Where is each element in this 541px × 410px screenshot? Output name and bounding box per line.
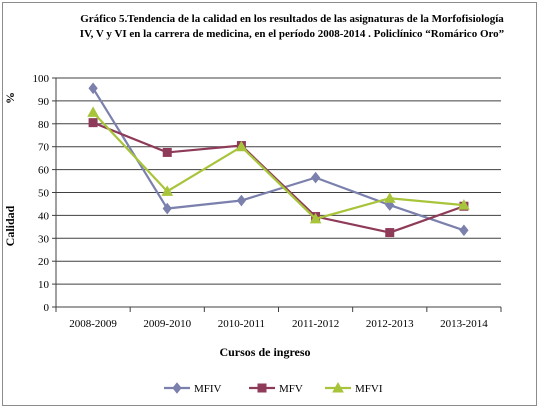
series-group bbox=[87, 82, 470, 238]
y-tick-label: 40 bbox=[38, 210, 50, 222]
y-tick-labels: 0 10 20 30 40 50 60 70 80 90 100 bbox=[33, 73, 50, 314]
y-tick-label: 60 bbox=[38, 165, 50, 177]
data-point-mfiv bbox=[162, 202, 172, 215]
data-point-mfvi bbox=[383, 192, 396, 203]
axes bbox=[52, 77, 502, 312]
legend-label-mfvi: MFVI bbox=[355, 383, 383, 395]
data-point-mfvi bbox=[309, 212, 322, 224]
data-point-mfvi bbox=[235, 140, 248, 152]
data-point-mfiv bbox=[459, 224, 469, 237]
legend-label-mfiv: MFIV bbox=[194, 383, 222, 395]
chart-title-line-2: IV, V y VI en la carrera de medicina, en… bbox=[80, 28, 504, 40]
y-tick-label: 20 bbox=[38, 256, 50, 268]
data-point-mfv bbox=[385, 228, 395, 238]
data-point-mfvi bbox=[458, 199, 470, 210]
x-tick-label: 2008-2009 bbox=[69, 318, 117, 330]
x-tick-label: 2009-2010 bbox=[143, 318, 191, 330]
data-point-mfiv bbox=[310, 171, 321, 184]
series-line-mfv bbox=[92, 121, 465, 234]
chart-title-line-1: Gráfico 5.Tendencia de la calidad en los… bbox=[80, 13, 504, 25]
legend-marker-mfiv bbox=[172, 382, 182, 394]
y-tick-label: 50 bbox=[38, 188, 50, 200]
data-point-mfiv bbox=[236, 194, 247, 207]
y-tick-label: 10 bbox=[38, 279, 50, 291]
legend-marker-mfvi bbox=[332, 381, 344, 393]
data-point-mfvi bbox=[87, 106, 99, 117]
x-tick-labels: 2008-2009 2009-2010 2010-2011 2011-2012 2012… bbox=[69, 318, 488, 330]
y-axis-label: Calidad bbox=[3, 205, 17, 246]
x-tick-label: 2012-2013 bbox=[366, 318, 414, 330]
y-axis-unit: % bbox=[3, 92, 17, 104]
y-tick-label: 30 bbox=[38, 233, 50, 245]
data-point-mfv bbox=[162, 147, 172, 157]
series-line-mfvi bbox=[92, 111, 465, 221]
x-axis-label: Cursos de ingreso bbox=[219, 345, 310, 359]
y-tick-label: 0 bbox=[44, 302, 50, 314]
y-tick-label: 90 bbox=[38, 96, 50, 108]
gridlines bbox=[56, 77, 501, 285]
legend: MFIV MFV MFVI bbox=[164, 381, 383, 395]
x-tick-label: 2010-2011 bbox=[218, 318, 265, 330]
y-tick-label: 70 bbox=[38, 142, 50, 154]
data-point-mfv bbox=[88, 118, 98, 128]
y-tick-label: 100 bbox=[33, 73, 50, 85]
x-tick-label: 2011-2012 bbox=[292, 318, 339, 330]
x-tick-label: 2013-2014 bbox=[440, 318, 488, 330]
legend-marker-mfv bbox=[257, 383, 267, 393]
series-line-mfiv bbox=[92, 87, 465, 232]
data-point-mfiv bbox=[88, 82, 98, 95]
legend-label-mfv: MFV bbox=[279, 383, 303, 395]
y-tick-label: 80 bbox=[38, 119, 50, 131]
data-point-mfvi bbox=[161, 185, 174, 196]
